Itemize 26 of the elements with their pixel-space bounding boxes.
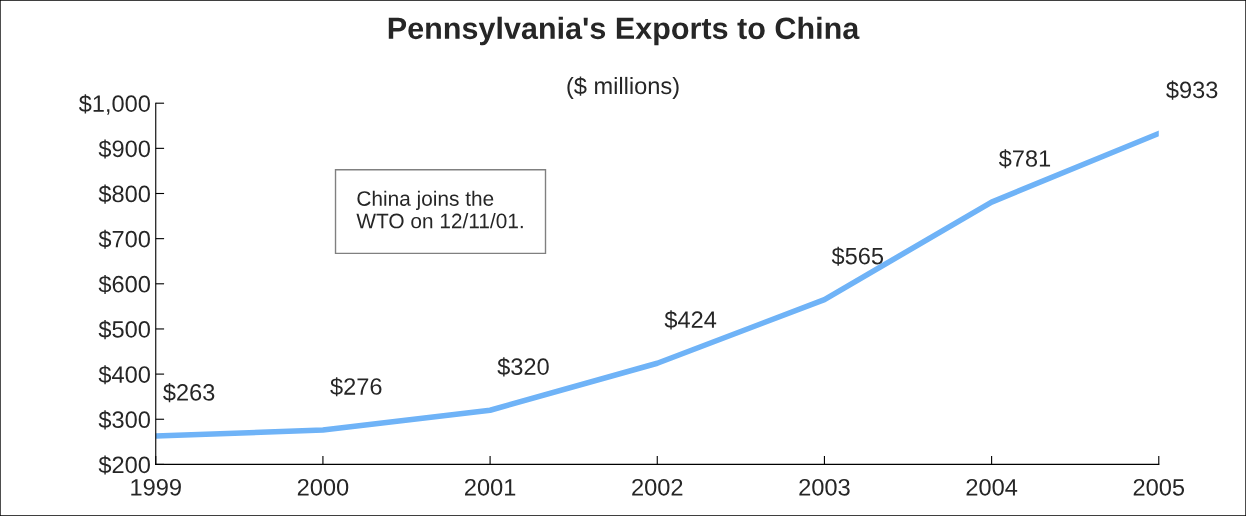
x-tick-label: 2004 (966, 478, 1018, 496)
annotation: China joins the WTO on 12/11/01. (356, 190, 523, 229)
x-tick-label: 2002 (632, 478, 683, 496)
y-tick-label: $200 (98, 455, 150, 475)
y-tick-label: $700 (98, 229, 150, 249)
data-label: $263 (163, 383, 215, 403)
y-tick-label: $600 (98, 274, 150, 294)
data-label: $424 (664, 310, 717, 330)
x-tick-label: 2003 (799, 478, 850, 496)
x-tick-label: 2001 (465, 478, 516, 496)
chart-title: Pennsylvania's Exports to China (388, 16, 860, 46)
y-tick-label: $500 (98, 320, 150, 340)
data-label: $933 (1166, 80, 1218, 100)
data-label: $320 (497, 357, 549, 377)
y-tick-label: $1,000 (78, 94, 150, 115)
data-label: $276 (330, 377, 382, 397)
y-tick-label: $400 (98, 365, 150, 385)
x-tick-label: 1999 (131, 478, 181, 496)
y-tick-label: $900 (98, 139, 150, 159)
y-tick-label: $800 (98, 184, 150, 204)
data-label: $781 (998, 149, 1051, 169)
data-label: $565 (831, 246, 884, 266)
x-tick-label: 2005 (1133, 478, 1185, 496)
chart-subtitle: ($ millions) (567, 76, 679, 99)
y-tick-label: $300 (98, 410, 150, 430)
x-tick-label: 2000 (297, 478, 349, 496)
